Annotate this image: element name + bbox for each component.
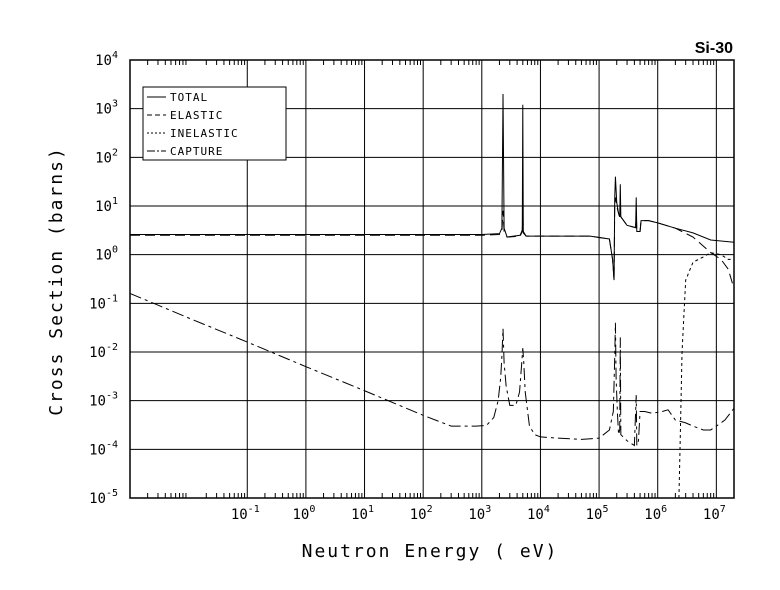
- y-tick-label: 10-1: [89, 293, 118, 312]
- x-tick-label: 102: [410, 504, 433, 523]
- legend: TOTAL ELASTIC INELASTIC CAPTURE: [142, 86, 287, 161]
- legend-label-inelastic: INELASTIC: [170, 127, 239, 140]
- y-tick-label: 10-5: [89, 488, 118, 507]
- series-line-elastic: [130, 197, 734, 289]
- chart-title: Si-30: [695, 40, 733, 57]
- y-tick-labels: 104 103 102 101 100 10-1 10-2 10-3 10-4 10-5: [89, 50, 118, 507]
- legend-label-capture: CAPTURE: [170, 145, 223, 158]
- plot-frame: [129, 59, 735, 499]
- legend-box: [142, 86, 287, 161]
- y-tick-label: 103: [95, 99, 118, 118]
- x-tick-label: 104: [527, 504, 550, 523]
- y-tick-label: 104: [95, 50, 118, 69]
- x-tick-label: 106: [644, 504, 667, 523]
- y-tick-label: 101: [95, 196, 118, 215]
- x-tick-label: 103: [468, 504, 491, 523]
- y-tick-label: 10-4: [89, 439, 118, 458]
- series-layer: [130, 94, 734, 498]
- x-axis-title: Neutron Energy ( eV): [302, 541, 559, 562]
- series-line-capture: [130, 292, 734, 447]
- y-axis-title: Cross Section (barns): [46, 146, 67, 416]
- x-tick-label: 100: [292, 504, 315, 523]
- y-tick-label: 102: [95, 147, 118, 166]
- x-tick-label: 105: [586, 504, 609, 523]
- x-tick-label: 10-1: [231, 504, 260, 523]
- y-tick-label: 10-2: [89, 342, 118, 361]
- legend-label-total: TOTAL: [170, 91, 208, 104]
- x-tick-labels: 10-1 100 101 102 103 104 105 106 107: [231, 504, 726, 523]
- y-tick-label: 10-3: [89, 391, 118, 410]
- y-tick-label: 100: [95, 245, 118, 264]
- series-line-inelastic: [678, 252, 734, 498]
- x-tick-label: 107: [703, 504, 726, 523]
- legend-label-elastic: ELASTIC: [170, 109, 223, 122]
- x-tick-label: 101: [351, 504, 374, 523]
